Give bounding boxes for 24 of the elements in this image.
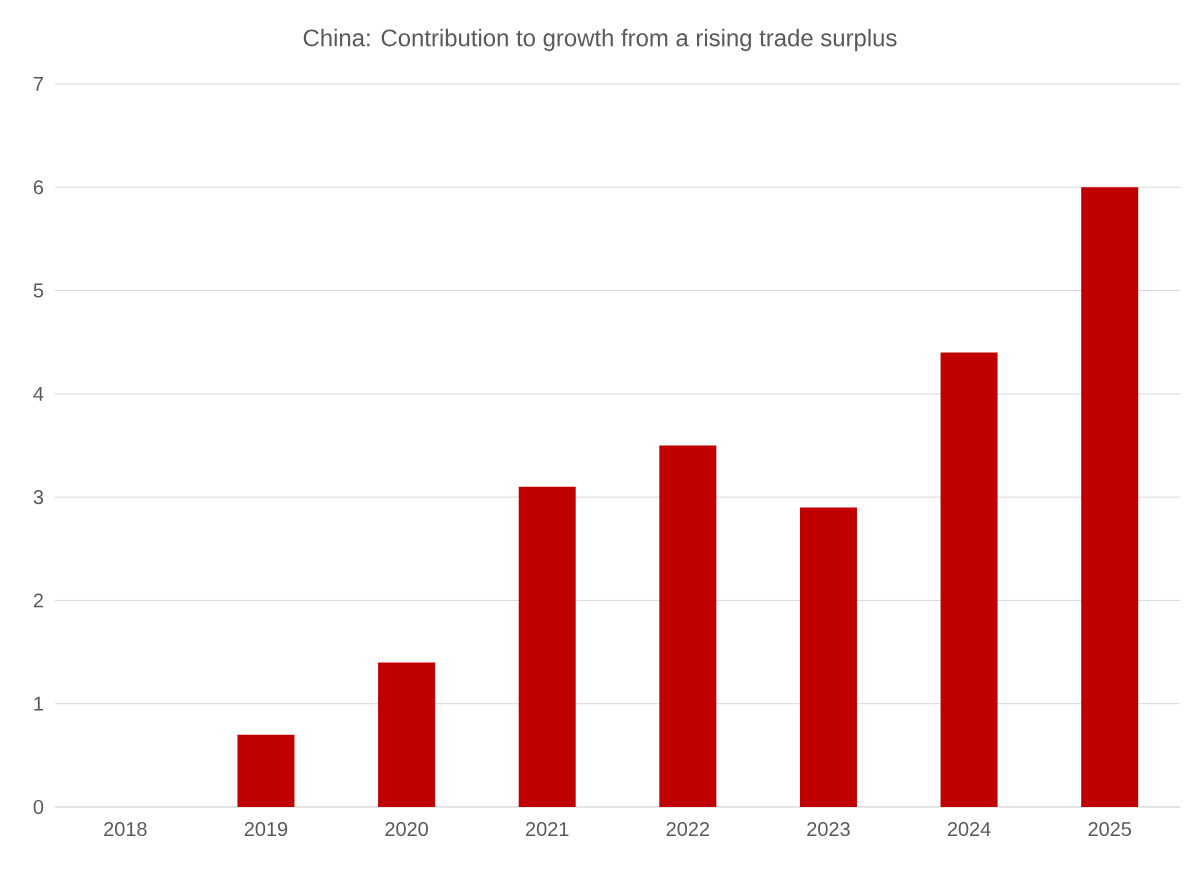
bar (799, 507, 857, 807)
bar (518, 486, 576, 807)
y-tick-label: 1 (34, 696, 44, 711)
y-tick-label: 3 (33, 490, 44, 505)
x-tick-label: 2018 (104, 822, 147, 837)
y-tick-label: 4 (33, 386, 44, 401)
y-tick-label: 0 (33, 799, 44, 815)
bar (1081, 187, 1139, 807)
y-tick-label: 5 (33, 283, 44, 298)
x-tick-label: 2023 (807, 822, 850, 837)
x-tick-label: 2020 (385, 822, 428, 837)
y-tick-label: 7 (33, 77, 43, 91)
y-tick-label: 6 (33, 180, 44, 195)
chart-title: China: Contribution to growth from a rising trade surplus (303, 28, 897, 52)
x-tick-label: 2021 (526, 822, 569, 837)
bar (237, 734, 295, 807)
x-tick-label: 2025 (1088, 822, 1132, 837)
bar (659, 445, 717, 807)
x-tick-label: 2024 (947, 822, 991, 837)
bar (378, 662, 436, 807)
x-tick-label: 2019 (244, 822, 288, 837)
bar (940, 352, 998, 807)
x-tick-label: 2022 (666, 822, 709, 837)
y-tick-label: 2 (33, 593, 43, 608)
